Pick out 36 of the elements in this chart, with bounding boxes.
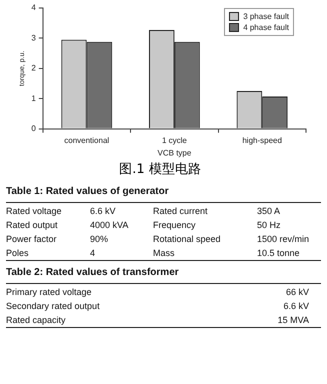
x-tick-label: conventional (64, 136, 110, 145)
text: 图.1 模型电路 (118, 161, 202, 178)
text: 66 kV (284, 287, 310, 297)
text: Rated output (6, 220, 59, 230)
x-axis-title: VCB type (158, 148, 192, 158)
x-tick-label: 1 cycle (162, 136, 188, 145)
y-tick-label: 0 (31, 124, 36, 134)
y-tick-label: 3 (31, 33, 36, 42)
text: Rated current (153, 206, 209, 216)
text: Table 1: Rated values of generator (6, 186, 170, 197)
text: Rated capacity (6, 315, 67, 325)
text: Poles (6, 248, 30, 258)
y-tick-label: 4 (31, 3, 36, 12)
text: 350 A (257, 206, 282, 216)
text: 4 (90, 248, 96, 258)
text: Table 2: Rated values of transformer (6, 267, 180, 278)
text: Rotational speed (153, 234, 222, 244)
text: 50 Hz (257, 220, 282, 230)
text: Frequency (153, 220, 197, 230)
x-tick-label: high-speed (242, 136, 282, 145)
text: Secondary rated output (6, 301, 101, 311)
text: 6.6 kV (90, 206, 117, 216)
legend-label: 4 phase fault (243, 22, 289, 33)
text: 15 MVA (278, 315, 310, 325)
y-tick-label: 1 (31, 94, 36, 103)
text: 1500 rev/min (257, 234, 310, 244)
text: 6.6 kV (282, 301, 310, 311)
text: 4000 kVA (90, 220, 130, 230)
text: Power factor (6, 234, 58, 244)
y-tick-label: 2 (31, 64, 36, 73)
text: Primary rated voltage (6, 287, 93, 297)
text: Mass (153, 248, 176, 258)
text: 90% (90, 234, 110, 244)
text: 10.5 tonne (257, 248, 301, 258)
text: Rated voltage (6, 206, 63, 216)
legend-label: 3 phase fault (243, 11, 289, 22)
